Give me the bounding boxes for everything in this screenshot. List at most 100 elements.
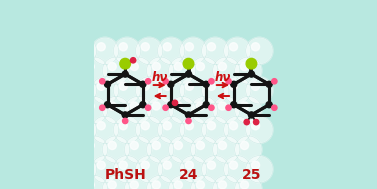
Circle shape xyxy=(122,112,128,118)
Circle shape xyxy=(58,96,86,124)
Circle shape xyxy=(58,57,86,84)
Circle shape xyxy=(202,156,229,183)
Circle shape xyxy=(185,112,192,118)
Circle shape xyxy=(251,43,260,51)
Circle shape xyxy=(152,181,160,189)
Circle shape xyxy=(169,96,196,124)
Circle shape xyxy=(174,102,182,110)
Text: hν: hν xyxy=(215,71,231,84)
Circle shape xyxy=(69,77,97,104)
Circle shape xyxy=(113,77,141,104)
Circle shape xyxy=(124,57,152,84)
Circle shape xyxy=(196,141,204,149)
Circle shape xyxy=(97,43,105,51)
Circle shape xyxy=(130,58,136,63)
Circle shape xyxy=(64,181,72,189)
Circle shape xyxy=(168,81,174,87)
Circle shape xyxy=(202,37,229,64)
Circle shape xyxy=(130,102,138,110)
Circle shape xyxy=(235,57,262,84)
Circle shape xyxy=(147,136,174,163)
Circle shape xyxy=(75,122,83,130)
Circle shape xyxy=(244,119,249,125)
Circle shape xyxy=(80,96,107,124)
Circle shape xyxy=(246,156,273,183)
Circle shape xyxy=(186,118,191,124)
Circle shape xyxy=(158,77,185,104)
Circle shape xyxy=(251,82,260,90)
Circle shape xyxy=(213,175,240,189)
Circle shape xyxy=(135,37,163,64)
Circle shape xyxy=(224,37,251,64)
Circle shape xyxy=(174,62,182,71)
Circle shape xyxy=(80,57,107,84)
Circle shape xyxy=(119,43,127,51)
Circle shape xyxy=(179,77,207,104)
Circle shape xyxy=(229,82,238,90)
Circle shape xyxy=(224,156,251,183)
Circle shape xyxy=(207,122,216,130)
Circle shape xyxy=(91,37,119,64)
Circle shape xyxy=(147,57,174,84)
Circle shape xyxy=(253,119,259,125)
Circle shape xyxy=(235,136,262,163)
Circle shape xyxy=(80,136,107,163)
Circle shape xyxy=(100,105,105,110)
Circle shape xyxy=(169,57,196,84)
Circle shape xyxy=(100,79,105,84)
Circle shape xyxy=(226,79,231,84)
Circle shape xyxy=(152,102,160,110)
Circle shape xyxy=(209,105,214,110)
Circle shape xyxy=(86,102,94,110)
Circle shape xyxy=(141,43,149,51)
Circle shape xyxy=(231,81,237,87)
Circle shape xyxy=(241,181,248,189)
Circle shape xyxy=(169,175,196,189)
Circle shape xyxy=(246,77,273,104)
Circle shape xyxy=(179,37,207,64)
Circle shape xyxy=(179,156,207,183)
Circle shape xyxy=(185,122,193,130)
Circle shape xyxy=(124,175,152,189)
Circle shape xyxy=(113,37,141,64)
Circle shape xyxy=(75,161,83,169)
Circle shape xyxy=(119,122,127,130)
Circle shape xyxy=(163,122,172,130)
Circle shape xyxy=(218,102,227,110)
Circle shape xyxy=(130,141,138,149)
Circle shape xyxy=(272,79,277,84)
Circle shape xyxy=(152,141,160,149)
Circle shape xyxy=(224,77,251,104)
Circle shape xyxy=(226,105,231,110)
Circle shape xyxy=(174,181,182,189)
Circle shape xyxy=(241,141,248,149)
Circle shape xyxy=(203,81,209,87)
Circle shape xyxy=(213,136,240,163)
Circle shape xyxy=(97,82,105,90)
Circle shape xyxy=(185,43,193,51)
Circle shape xyxy=(251,122,260,130)
Circle shape xyxy=(141,122,149,130)
Circle shape xyxy=(202,77,229,104)
Circle shape xyxy=(135,77,163,104)
Circle shape xyxy=(163,82,172,90)
Circle shape xyxy=(64,62,72,71)
Circle shape xyxy=(191,136,218,163)
Circle shape xyxy=(69,116,97,143)
Circle shape xyxy=(163,43,172,51)
Circle shape xyxy=(191,175,218,189)
Circle shape xyxy=(108,141,116,149)
Circle shape xyxy=(103,57,130,84)
Text: 25: 25 xyxy=(242,168,261,182)
Circle shape xyxy=(119,82,127,90)
Circle shape xyxy=(196,102,204,110)
Circle shape xyxy=(218,62,227,71)
Circle shape xyxy=(229,161,238,169)
Circle shape xyxy=(86,181,94,189)
Circle shape xyxy=(241,62,248,71)
Circle shape xyxy=(140,102,146,108)
Circle shape xyxy=(229,122,238,130)
Circle shape xyxy=(75,82,83,90)
Circle shape xyxy=(251,161,260,169)
Circle shape xyxy=(158,156,185,183)
